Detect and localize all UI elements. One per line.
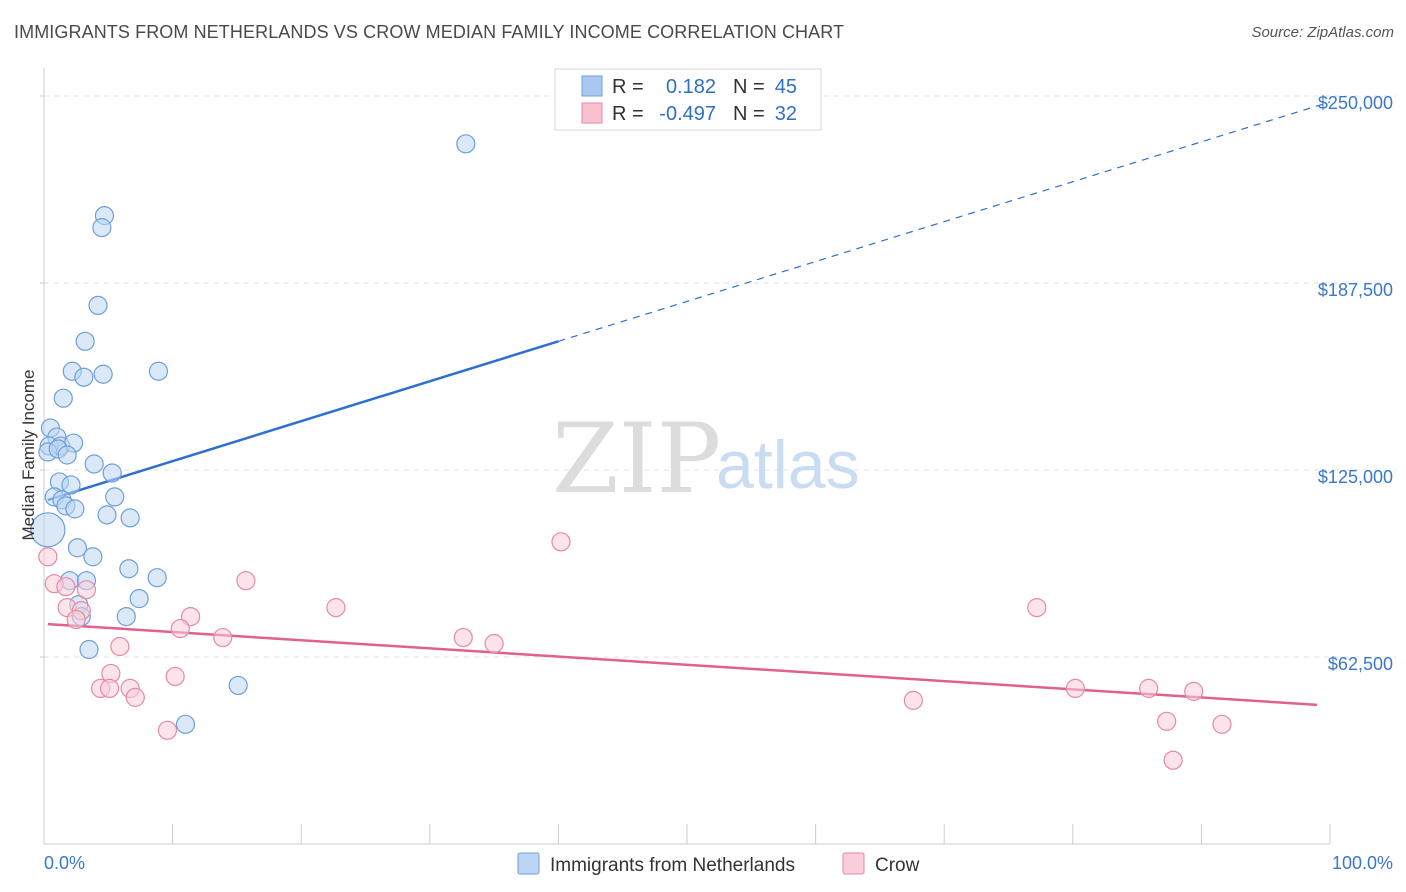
netherlands-point-42 <box>175 714 196 734</box>
legend-n-value-blue: 45 <box>775 76 797 98</box>
crow-point-2 <box>56 577 76 597</box>
legend-swatch-pink <box>581 102 603 124</box>
crow-point-15 <box>110 636 130 657</box>
y-tick-label-0: $62,500 <box>1328 654 1393 674</box>
y-tick-label-1: $125,000 <box>1318 467 1393 487</box>
netherlands-trend-extension <box>558 101 1331 342</box>
netherlands-point-21 <box>61 475 81 495</box>
bottom-legend-swatch-crow <box>842 852 865 875</box>
crow-point-8 <box>236 571 256 591</box>
bottom-legend-label-netherlands: Immigrants from Netherlands <box>550 855 795 876</box>
netherlands-point-6 <box>74 367 94 387</box>
crow-point-17 <box>165 666 185 687</box>
bottom-legend: Immigrants from Netherlands Crow <box>517 852 920 876</box>
netherlands-point-19 <box>102 463 122 483</box>
netherlands-point-30 <box>67 538 88 558</box>
crow-point-6 <box>66 609 86 630</box>
legend-n-label-blue: N = <box>733 76 765 98</box>
watermark: ZIP atlas <box>552 403 860 515</box>
x-tick-label-left: 0.0% <box>44 853 85 873</box>
legend-r-label-pink: R = <box>612 103 644 125</box>
bottom-legend-swatch-netherlands <box>517 852 540 875</box>
y-axis-label: Median Family Income <box>19 369 38 540</box>
crow-point-22 <box>157 720 178 740</box>
x-tick-label-right: 100.0% <box>1332 853 1393 873</box>
crow-point-0 <box>38 547 58 567</box>
crow-point-23 <box>1027 598 1047 618</box>
crow-trend-line <box>47 622 1318 707</box>
bottom-legend-label-crow: Crow <box>875 855 920 876</box>
crow-point-25 <box>1065 678 1085 699</box>
crow-point-13 <box>453 627 473 648</box>
crow-point-21 <box>125 687 145 707</box>
watermark-atlas: atlas <box>716 427 860 503</box>
netherlands-point-27 <box>97 505 117 525</box>
source-label: Source: ZipAtlas.com <box>1251 24 1394 41</box>
netherlands-point-7 <box>93 364 113 384</box>
netherlands-point-29 <box>30 512 66 548</box>
netherlands-trend-line <box>47 340 559 502</box>
netherlands-point-18 <box>84 454 104 474</box>
netherlands-point-2 <box>92 218 112 238</box>
crow-point-19 <box>99 678 120 699</box>
netherlands-point-17 <box>57 445 77 465</box>
netherlands-point-4 <box>75 331 95 351</box>
legend-n-value-pink: 32 <box>775 103 797 125</box>
legend-swatch-blue <box>581 75 603 97</box>
crow-point-12 <box>213 627 233 648</box>
watermark-zip: ZIP <box>552 403 721 515</box>
netherlands-point-38 <box>116 606 136 627</box>
crow-point-24 <box>903 690 923 710</box>
x-tick-labels: 0.0% 100.0% <box>44 853 1393 873</box>
netherlands-point-33 <box>147 568 167 588</box>
data-points <box>30 134 1232 770</box>
netherlands-point-8 <box>148 361 169 381</box>
netherlands-point-9 <box>53 388 73 408</box>
y-tick-labels: $62,500 $125,000 $187,500 $250,000 <box>1318 93 1393 674</box>
chart-title: IMMIGRANTS FROM NETHERLANDS VS CROW MEDI… <box>14 22 845 42</box>
crow-point-29 <box>1212 714 1232 734</box>
crow-point-9 <box>326 598 346 618</box>
netherlands-point-24 <box>105 487 125 507</box>
crow-point-28 <box>1157 711 1177 731</box>
netherlands-point-32 <box>119 559 139 579</box>
legend-n-label-pink: N = <box>733 103 765 125</box>
crow-point-11 <box>170 618 190 639</box>
crow-point-14 <box>484 633 504 654</box>
legend-box: R = 0.182 N = 45 R = -0.497 N = 32 <box>554 68 822 131</box>
netherlands-point-40 <box>79 639 99 660</box>
netherlands-point-3 <box>88 295 108 316</box>
y-tick-label-2: $187,500 <box>1318 280 1393 300</box>
trend-lines <box>47 101 1331 707</box>
legend-r-value-pink: -0.497 <box>659 103 716 125</box>
y-tick-label-3: $250,000 <box>1318 93 1393 113</box>
crow-point-27 <box>1184 681 1204 701</box>
crow-point-30 <box>1163 750 1183 770</box>
netherlands-point-0 <box>456 134 476 154</box>
netherlands-point-41 <box>228 675 248 696</box>
legend-r-label-blue: R = <box>612 76 644 98</box>
netherlands-point-31 <box>83 547 103 567</box>
netherlands-point-36 <box>129 589 149 609</box>
netherlands-point-26 <box>65 499 85 519</box>
netherlands-point-28 <box>120 508 140 528</box>
crow-point-7 <box>551 532 571 552</box>
crow-point-3 <box>76 580 97 600</box>
crow-point-26 <box>1139 678 1159 699</box>
legend-r-value-blue: 0.182 <box>666 76 716 98</box>
